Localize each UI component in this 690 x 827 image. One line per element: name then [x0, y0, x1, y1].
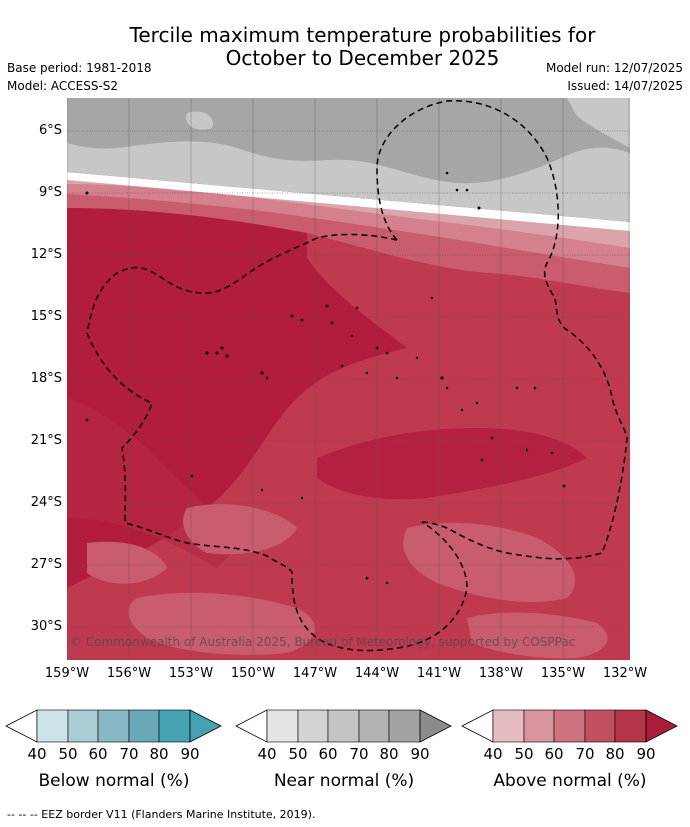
cbar-below-tick-50: 50 [58, 745, 78, 763]
cbar-above-tick-60: 60 [544, 745, 564, 763]
title-line-1: Tercile maximum temperature probabilitie… [129, 23, 596, 47]
patch-above-60-d [128, 592, 316, 655]
cbar-below-tick-60: 60 [88, 745, 108, 763]
lon-label-150w: 150°W [230, 666, 276, 681]
patch-above-60-b [87, 541, 167, 584]
issued-date: Issued: 14/07/2025 [567, 79, 683, 93]
cbar-below-tick-90: 90 [180, 745, 200, 763]
patch-above-60-c [403, 522, 576, 603]
cbar-above-tick-40: 40 [483, 745, 503, 763]
cbar-near-tick-90: 90 [410, 745, 430, 763]
lon-label-159w: 159°W [44, 666, 90, 681]
probability-map: © Commonwealth of Australia 2025, Bureau… [67, 98, 630, 660]
lat-label-15s: 15°S [30, 309, 62, 324]
model-name: Model: ACCESS-S2 [7, 79, 119, 93]
colorbar-below-normal [5, 709, 222, 743]
cbar-below-label: Below normal (%) [38, 771, 190, 791]
region-above-80-east [317, 428, 587, 500]
band-white [67, 172, 630, 231]
lat-label-30s: 30°S [30, 619, 62, 634]
cbar-near-tick-40: 40 [257, 745, 277, 763]
lat-label-24s: 24°S [30, 495, 62, 510]
base-period: Base period: 1981-2018 [7, 61, 152, 75]
longitude-gridlines [67, 98, 630, 660]
patch-above-60-a [183, 504, 297, 555]
band-above-60 [67, 178, 630, 293]
cbar-below-tick-80: 80 [149, 745, 169, 763]
cbar-above-tick-90: 90 [636, 745, 656, 763]
lon-label-153w: 153°W [168, 666, 214, 681]
lon-label-132w: 132°W [602, 666, 648, 681]
title-line-2: October to December 2025 [225, 46, 500, 70]
cbar-above-tick-70: 70 [575, 745, 595, 763]
cbar-near-tick-50: 50 [288, 745, 308, 763]
lat-label-6s: 6°S [38, 123, 62, 138]
islands [85, 171, 566, 585]
cbar-below-tick-70: 70 [119, 745, 139, 763]
lat-label-9s: 9°S [38, 185, 62, 200]
patch-above-60-e [467, 612, 608, 659]
meta-left: Base period: 1981-2018 Model: ACCESS-S2 [7, 59, 152, 95]
cbar-above-tick-50: 50 [514, 745, 534, 763]
lon-label-135w: 135°W [540, 666, 586, 681]
cbar-near-tick-60: 60 [318, 745, 338, 763]
lat-label-27s: 27°S [30, 557, 62, 572]
lon-label-147w: 147°W [292, 666, 338, 681]
eez-footnote: -- -- -- EEZ border V11 (Flanders Marine… [7, 808, 316, 821]
colorbar-near-normal [235, 709, 452, 743]
band-above-50 [67, 178, 630, 268]
eez-borders [86, 99, 628, 652]
lon-label-144w: 144°W [354, 666, 400, 681]
cbar-above-tick-80: 80 [605, 745, 625, 763]
lat-label-21s: 21°S [30, 433, 62, 448]
colorbar-above-normal [461, 709, 678, 743]
lon-label-156w: 156°W [106, 666, 152, 681]
map-title: Tercile maximum temperature probabilitie… [0, 24, 690, 70]
cbar-near-label: Near normal (%) [273, 771, 415, 791]
region-near-50-ne [567, 98, 630, 148]
model-run: Model run: 12/07/2025 [545, 61, 683, 75]
cbar-below-tick-40: 40 [27, 745, 47, 763]
cbar-near-tick-70: 70 [349, 745, 369, 763]
map-copyright: © Commonwealth of Australia 2025, Bureau… [70, 635, 575, 649]
lat-label-18s: 18°S [30, 371, 62, 386]
lon-label-138w: 138°W [478, 666, 524, 681]
cbar-near-tick-80: 80 [379, 745, 399, 763]
cbar-above-label: Above normal (%) [493, 771, 647, 791]
meta-right: Model run: 12/07/2025 Issued: 14/07/2025 [546, 59, 683, 95]
lat-label-12s: 12°S [30, 247, 62, 262]
patch-near-50 [186, 111, 213, 130]
lon-label-141w: 141°W [416, 666, 462, 681]
